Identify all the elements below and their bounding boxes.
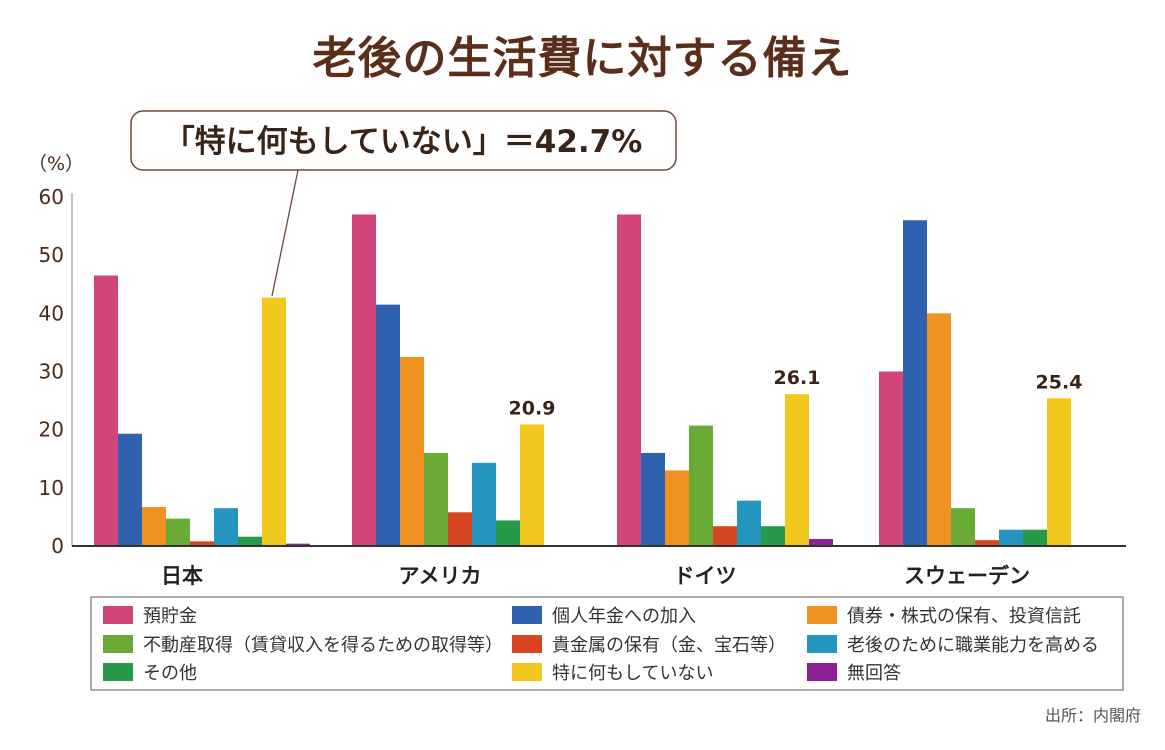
y-tick-label: 10 bbox=[39, 476, 64, 500]
bars-group bbox=[94, 214, 1071, 546]
data-labels: 20.9 26.1 25.4 bbox=[509, 367, 1083, 419]
bar bbox=[713, 526, 737, 546]
chart-title: 老後の生活費に対する備え bbox=[312, 33, 853, 84]
y-tick-label: 50 bbox=[39, 243, 64, 267]
bar bbox=[903, 220, 927, 546]
legend-item: 無回答 bbox=[807, 663, 901, 684]
legend-swatch bbox=[512, 635, 542, 653]
data-label: 20.9 bbox=[509, 397, 556, 419]
bar bbox=[761, 526, 785, 546]
legend-swatch bbox=[807, 606, 837, 624]
y-tick-label: 0 bbox=[51, 534, 64, 558]
bar bbox=[1047, 398, 1071, 546]
category-label: ドイツ bbox=[674, 564, 737, 588]
legend-swatch bbox=[103, 663, 133, 681]
bar bbox=[286, 543, 310, 546]
bar bbox=[737, 500, 761, 546]
bar bbox=[809, 539, 833, 546]
callout-box bbox=[130, 110, 677, 171]
legend-box bbox=[90, 596, 1124, 691]
legend-item: 特に何もしていない bbox=[512, 663, 713, 684]
bar bbox=[617, 214, 641, 546]
bar bbox=[785, 394, 809, 546]
bar bbox=[94, 275, 118, 546]
bar bbox=[166, 518, 190, 546]
y-tick-label: 40 bbox=[39, 301, 64, 325]
bar bbox=[1023, 529, 1047, 546]
bar bbox=[262, 297, 286, 546]
legend-label: 個人年金への加入 bbox=[552, 606, 696, 627]
bar bbox=[975, 540, 999, 546]
bar bbox=[352, 214, 376, 546]
bar bbox=[190, 541, 214, 546]
bar bbox=[142, 507, 166, 546]
legend-item: 個人年金への加入 bbox=[512, 606, 696, 627]
bar bbox=[472, 462, 496, 546]
bar bbox=[376, 304, 400, 546]
legend-swatch bbox=[512, 663, 542, 681]
y-unit-label: （%） bbox=[28, 153, 84, 175]
bar bbox=[238, 536, 262, 546]
bar bbox=[927, 313, 951, 546]
legend-label: 預貯金 bbox=[143, 606, 197, 627]
callout: 「特に何もしていない」＝42.7% bbox=[130, 110, 677, 297]
bar bbox=[424, 452, 448, 546]
bar bbox=[496, 520, 520, 546]
callout-text: 「特に何もしていない」＝42.7% bbox=[164, 124, 643, 160]
y-tick-label: 20 bbox=[39, 418, 64, 442]
legend-item: 老後のために職業能力を高める bbox=[807, 635, 1099, 656]
bar bbox=[999, 529, 1023, 546]
data-label: 25.4 bbox=[1036, 371, 1083, 393]
legend-label: その他 bbox=[143, 663, 197, 684]
legend-label: 特に何もしていない bbox=[552, 663, 713, 684]
bar bbox=[118, 433, 142, 546]
legend-item: 不動産取得（賃貸収入を得るための取得等） bbox=[103, 635, 503, 656]
legend-swatch bbox=[103, 635, 133, 653]
y-axis-ticks: 0 10 20 30 40 50 60 bbox=[39, 185, 64, 558]
callout-pointer bbox=[271, 169, 299, 297]
category-label: 日本 bbox=[161, 564, 203, 588]
bar bbox=[520, 424, 544, 546]
category-labels: 日本 アメリカ ドイツ スウェーデン bbox=[161, 564, 1030, 588]
legend-item: 貴金属の保有（金、宝石等） bbox=[512, 635, 786, 656]
bar bbox=[214, 508, 238, 546]
legend-label: 債券・株式の保有、投資信託 bbox=[847, 606, 1081, 627]
category-label: スウェーデン bbox=[904, 564, 1030, 588]
bar bbox=[689, 425, 713, 546]
bar bbox=[448, 512, 472, 546]
bar bbox=[879, 371, 903, 546]
legend-swatch bbox=[807, 635, 837, 653]
legend-label: 老後のために職業能力を高める bbox=[847, 635, 1099, 656]
legend-item: その他 bbox=[103, 663, 197, 684]
legend-label: 不動産取得（賃貸収入を得るための取得等） bbox=[143, 635, 503, 656]
y-tick-label: 60 bbox=[39, 185, 64, 209]
legend-swatch bbox=[807, 663, 837, 681]
y-tick-label: 30 bbox=[39, 360, 64, 384]
category-label: アメリカ bbox=[399, 564, 482, 588]
legend-item: 債券・株式の保有、投資信託 bbox=[807, 606, 1081, 627]
legend: 預貯金 個人年金への加入 債券・株式の保有、投資信託不動産取得（賃貸収入を得るための… bbox=[103, 606, 1099, 684]
bar bbox=[641, 452, 665, 546]
bar bbox=[951, 508, 975, 546]
legend-swatch bbox=[103, 606, 133, 624]
legend-swatch bbox=[512, 606, 542, 624]
bar bbox=[665, 470, 689, 546]
legend-label: 無回答 bbox=[847, 663, 901, 684]
bar bbox=[400, 356, 424, 546]
legend-item: 預貯金 bbox=[103, 606, 197, 627]
source-note: 出所：内閣府 bbox=[1044, 706, 1141, 725]
data-label: 26.1 bbox=[774, 367, 821, 389]
legend-label: 貴金属の保有（金、宝石等） bbox=[552, 635, 786, 656]
